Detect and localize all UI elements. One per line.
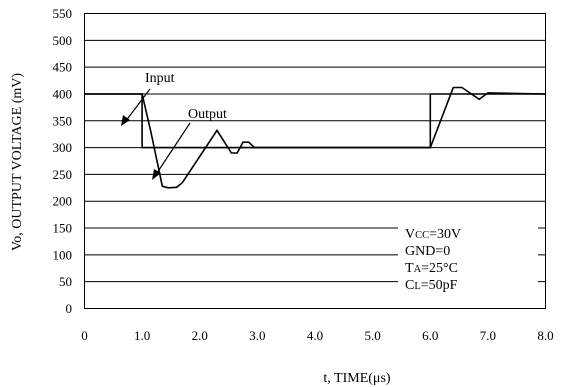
condition-cl: CL=50pF xyxy=(405,278,458,293)
x-tick-label: 1.0 xyxy=(134,328,150,343)
annotation-output-arrow xyxy=(154,122,191,177)
plot-frame xyxy=(84,13,546,309)
condition-ta: TA=25°C xyxy=(405,261,458,276)
annotation-input-arrowhead xyxy=(121,115,130,126)
y-tick-label: 550 xyxy=(53,6,73,21)
y-tick-label: 500 xyxy=(53,33,73,48)
y-tick-label: 250 xyxy=(53,167,73,182)
annotation-input: Input xyxy=(145,71,175,86)
y-axis-label: Vo, OUTPUT VOLTAGE (mV) xyxy=(10,73,25,251)
series-layer xyxy=(84,86,546,189)
y-tick-label: 350 xyxy=(53,113,73,128)
y-tick-label: 100 xyxy=(53,247,73,262)
y-tick-label: 450 xyxy=(53,60,73,75)
annotations: Input Output xyxy=(121,71,227,180)
condition-vcc: VCC=30V xyxy=(405,227,461,242)
x-tick-label: 3.0 xyxy=(249,328,265,343)
x-tick-label: 7.0 xyxy=(480,328,496,343)
x-tick-label: 4.0 xyxy=(307,328,323,343)
y-tick-label: 0 xyxy=(66,301,73,316)
y-tick-labels: 0 50 100 150 200 250 300 350 400 450 500 550 xyxy=(53,6,73,316)
y-tick-label: 150 xyxy=(53,221,73,236)
annotation-output-arrowhead xyxy=(152,169,161,180)
y-tick-label: 50 xyxy=(59,274,72,289)
x-tick-label: 2.0 xyxy=(192,328,208,343)
x-tick-label: 5.0 xyxy=(365,328,381,343)
conditions: VCC=30V GND=0 TA=25°C CL=50pF xyxy=(405,227,461,293)
series-output-line xyxy=(84,86,546,189)
conditions-box xyxy=(398,223,538,299)
y-tick-label: 400 xyxy=(53,86,73,101)
annotation-output: Output xyxy=(188,107,227,122)
condition-gnd: GND=0 xyxy=(405,244,450,259)
y-tick-label: 200 xyxy=(53,194,73,209)
y-tick-label: 300 xyxy=(53,140,73,155)
x-tick-label: 8.0 xyxy=(537,328,553,343)
annotation-input-arrow xyxy=(124,88,151,123)
x-tick-labels: 0 1.0 2.0 3.0 4.0 5.0 6.0 7.0 8.0 xyxy=(81,328,553,343)
x-tick-label: 0 xyxy=(81,328,88,343)
x-tick-label: 6.0 xyxy=(422,328,438,343)
x-axis-label: t, TIME(μs) xyxy=(323,371,390,386)
